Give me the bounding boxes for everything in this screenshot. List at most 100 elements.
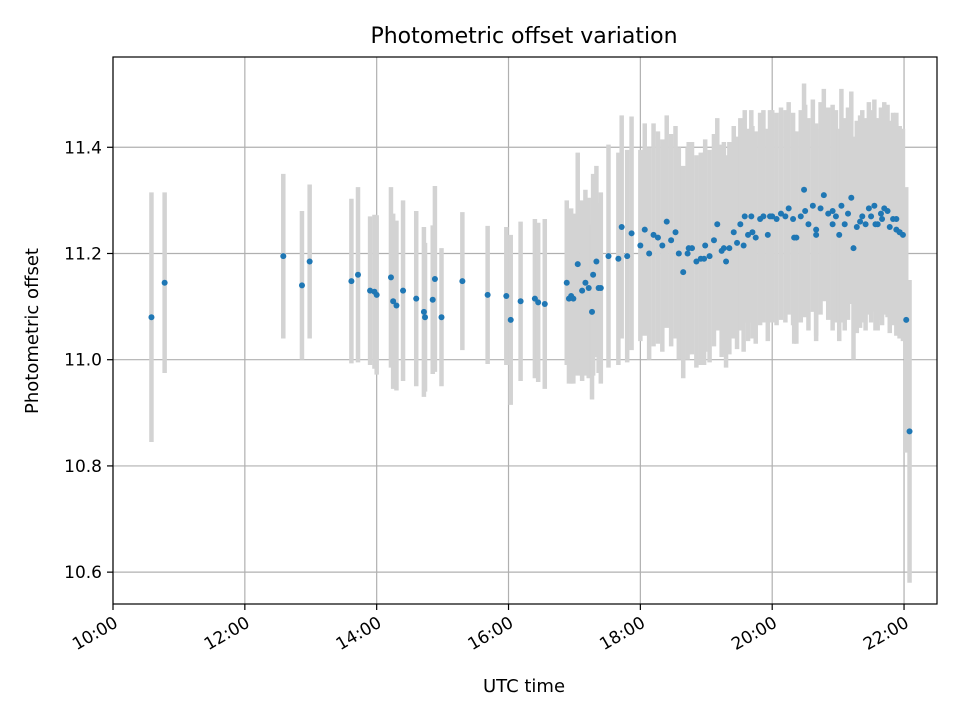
data-point bbox=[668, 237, 675, 244]
data-point bbox=[745, 231, 752, 238]
data-point bbox=[413, 295, 420, 302]
data-point bbox=[896, 229, 903, 236]
data-point bbox=[348, 278, 355, 285]
data-points bbox=[148, 186, 913, 435]
data-point bbox=[701, 255, 708, 262]
x-tick-label: 16:00 bbox=[465, 613, 517, 655]
data-point bbox=[579, 287, 586, 294]
error-bars bbox=[149, 83, 912, 583]
data-point bbox=[797, 213, 804, 220]
data-point bbox=[857, 218, 864, 225]
data-point bbox=[841, 221, 848, 228]
data-point bbox=[749, 229, 756, 236]
data-point bbox=[764, 231, 771, 238]
data-point bbox=[791, 234, 798, 241]
x-tick-label: 12:00 bbox=[201, 613, 253, 655]
data-point bbox=[906, 428, 913, 435]
data-point bbox=[820, 192, 827, 199]
data-point bbox=[685, 245, 692, 252]
data-point bbox=[805, 221, 812, 228]
y-axis: 10.6 10.8 11.0 11.2 11.4 bbox=[64, 138, 113, 583]
data-point bbox=[574, 261, 581, 268]
y-tick-label: 10.8 bbox=[64, 457, 102, 477]
data-point bbox=[879, 215, 886, 222]
data-point bbox=[684, 250, 691, 257]
data-point bbox=[597, 285, 604, 292]
data-point bbox=[422, 314, 429, 321]
data-point bbox=[886, 223, 893, 230]
y-tick-label: 11.4 bbox=[64, 138, 102, 158]
data-point bbox=[659, 242, 666, 249]
data-point bbox=[785, 205, 792, 212]
data-point bbox=[859, 213, 866, 220]
x-axis-label: UTC time bbox=[483, 676, 565, 697]
data-point bbox=[438, 314, 445, 321]
data-point bbox=[723, 258, 730, 265]
data-point bbox=[693, 258, 700, 265]
data-point bbox=[306, 258, 313, 265]
data-point bbox=[484, 291, 491, 298]
data-point bbox=[720, 245, 727, 252]
data-point bbox=[570, 295, 577, 302]
data-point bbox=[535, 299, 542, 306]
y-axis-label: Photometric offset bbox=[22, 248, 43, 414]
data-point bbox=[741, 213, 748, 220]
data-point bbox=[641, 226, 648, 233]
x-tick-label: 20:00 bbox=[728, 613, 780, 655]
plot-frame bbox=[112, 56, 938, 605]
data-point bbox=[161, 279, 168, 286]
data-point bbox=[503, 292, 510, 299]
data-point bbox=[868, 213, 875, 220]
data-point bbox=[777, 210, 784, 217]
data-point bbox=[802, 208, 809, 215]
data-point bbox=[740, 242, 747, 249]
data-point bbox=[782, 213, 789, 220]
data-point bbox=[760, 213, 767, 220]
data-point bbox=[590, 271, 597, 278]
data-point bbox=[829, 208, 836, 215]
y-tick-label: 11.0 bbox=[64, 351, 102, 371]
data-point bbox=[646, 250, 653, 257]
data-point bbox=[903, 316, 910, 323]
data-point bbox=[801, 186, 808, 193]
data-point bbox=[813, 231, 820, 238]
data-point bbox=[832, 213, 839, 220]
data-point bbox=[871, 202, 878, 209]
data-point bbox=[853, 223, 860, 230]
data-point bbox=[628, 230, 635, 237]
data-point bbox=[790, 215, 797, 222]
data-point bbox=[387, 274, 394, 281]
y-tick-label: 11.2 bbox=[64, 244, 102, 264]
data-point bbox=[706, 253, 713, 260]
data-point bbox=[845, 210, 852, 217]
data-point bbox=[593, 258, 600, 265]
data-point bbox=[605, 253, 612, 260]
data-point bbox=[767, 213, 774, 220]
data-point bbox=[773, 215, 780, 222]
data-point bbox=[148, 314, 155, 321]
data-point bbox=[702, 242, 709, 249]
data-point bbox=[541, 300, 548, 307]
data-point bbox=[865, 205, 872, 212]
data-point bbox=[730, 229, 737, 236]
x-axis: 10:00 12:00 14:00 16:00 18:00 20:00 22:00 bbox=[69, 604, 913, 655]
data-point bbox=[615, 255, 622, 262]
data-point bbox=[459, 278, 466, 285]
data-point bbox=[893, 215, 900, 222]
data-point bbox=[829, 221, 836, 228]
data-point bbox=[680, 269, 687, 276]
data-point bbox=[714, 221, 721, 228]
data-point bbox=[838, 202, 845, 209]
x-tick-label: 14:00 bbox=[333, 613, 385, 655]
data-point bbox=[393, 302, 400, 309]
x-tick-label: 18:00 bbox=[596, 613, 648, 655]
data-point bbox=[431, 275, 438, 282]
data-point bbox=[872, 221, 879, 228]
data-point bbox=[710, 237, 717, 244]
data-point bbox=[582, 279, 589, 286]
data-point bbox=[748, 213, 755, 220]
data-point bbox=[817, 205, 824, 212]
data-point bbox=[624, 253, 631, 260]
data-point bbox=[280, 253, 287, 260]
